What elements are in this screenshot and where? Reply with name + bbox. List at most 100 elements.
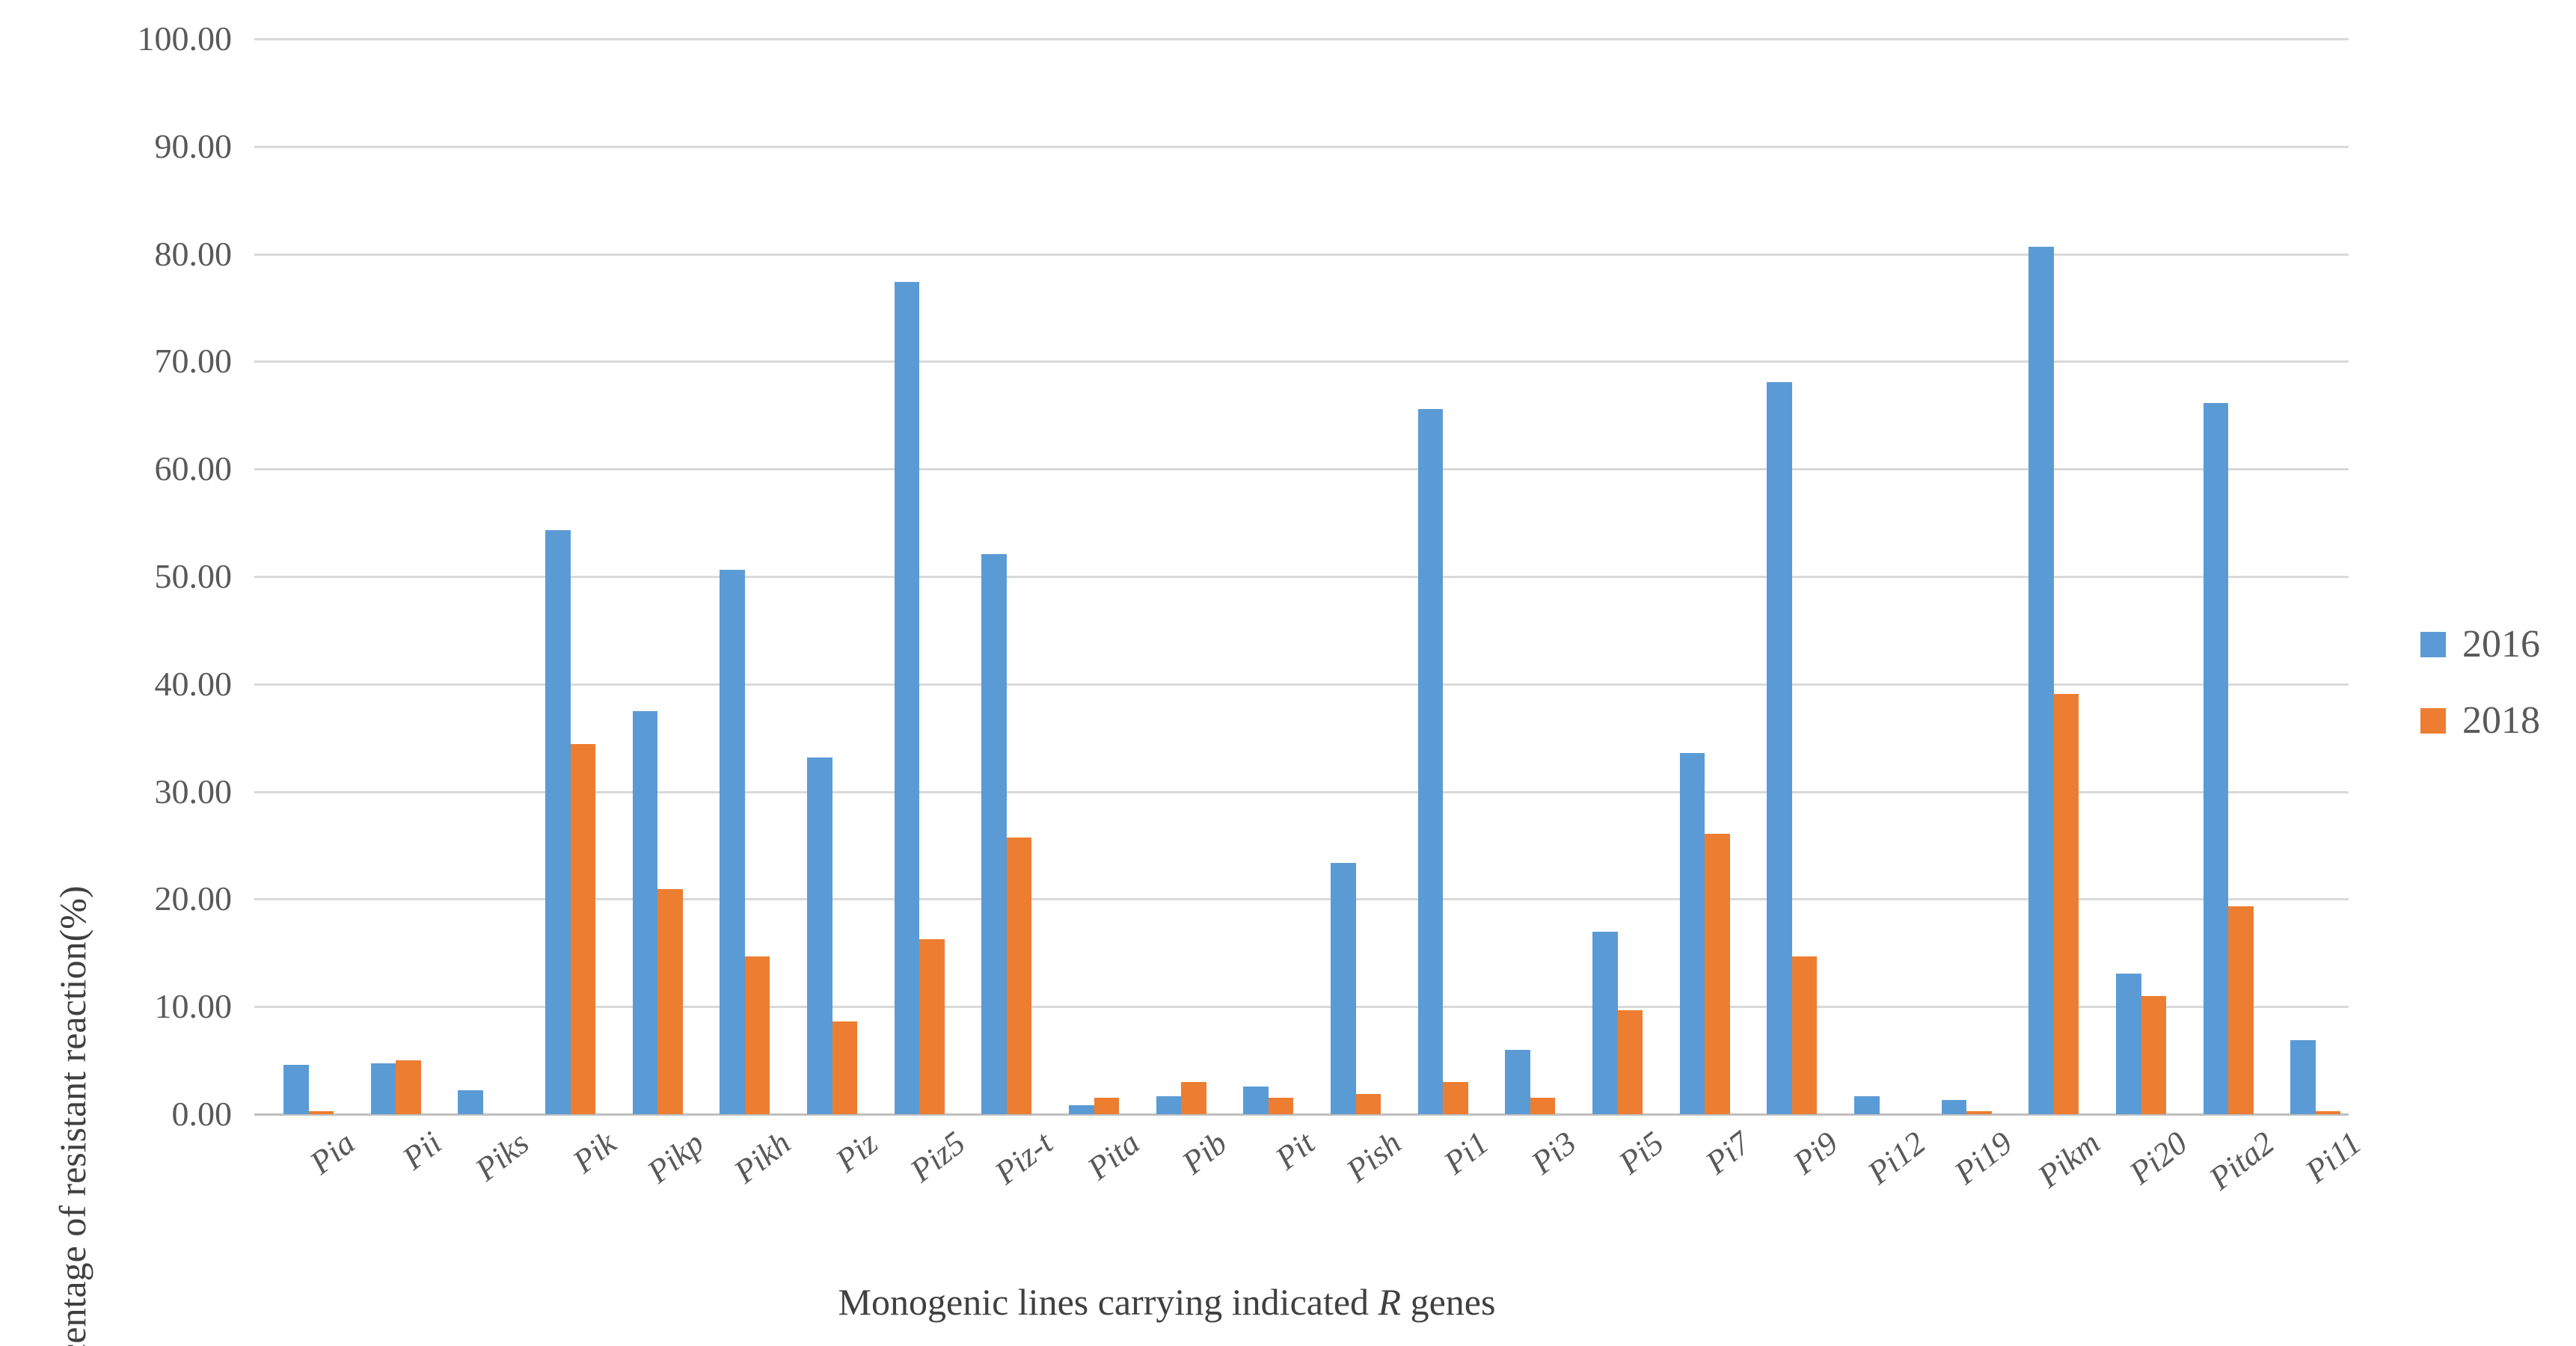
x-axis-title-italic-r: R [1378,1281,1402,1323]
bar-2016-Piz5 [894,281,920,1114]
bar-2016-Pish [1331,862,1356,1114]
bar-2018-Pii [396,1060,421,1114]
x-label-Piz-t: Piz-t [987,1124,1060,1192]
bar-2018-Pia [308,1110,334,1114]
bar-2018-Pik [570,744,595,1114]
bar-2016-Pi11 [2290,1039,2316,1114]
bar-2018-Pita [1094,1098,1119,1114]
bar-2016-Piks [458,1090,483,1114]
x-label-Pi7: Pi7 [1699,1124,1758,1181]
legend-marker-2016-icon [2420,632,2446,657]
y-tick-label-100: 100.00 [137,19,233,58]
x-label-Pita: Pita [1081,1124,1147,1187]
x-label-Pikh: Pikh [727,1124,798,1190]
bar-2016-Pi5 [1592,931,1618,1114]
y-tick-label-70: 70.00 [154,342,233,381]
bar-2016-Pi19 [1941,1100,1967,1114]
x-axis-title-suffix: genes [1401,1281,1496,1323]
bar-2018-Pikm [2053,693,2079,1114]
y-tick-label-30: 30.00 [154,772,233,811]
x-label-Piz: Piz [829,1124,885,1179]
x-label-Pia: Pia [302,1124,361,1181]
bar-2018-Piz-t [1006,838,1032,1114]
x-label-Pi11: Pi11 [2299,1124,2369,1190]
bar-2016-Pi9 [1767,381,1792,1114]
bar-2016-Piz-t [981,553,1007,1114]
bar-2018-Piz [832,1021,857,1114]
bar-2016-Pita2 [2203,403,2229,1114]
bar-2018-Pi1 [1443,1081,1468,1114]
y-tick-label-40: 40.00 [154,664,233,703]
x-label-Piz5: Piz5 [903,1124,972,1190]
bar-2016-Pia [283,1064,309,1114]
bar-2018-Pi20 [2141,995,2166,1114]
bar-2016-Pi1 [1417,408,1444,1114]
x-label-Pi12: Pi12 [1860,1124,1932,1192]
x-label-Pikp: Pikp [640,1124,711,1190]
bar-2016-Pi12 [1854,1095,1880,1114]
x-label-Pikm: Pikm [2030,1124,2107,1195]
x-label-Pii: Pii [396,1124,449,1177]
bar-2016-Pi7 [1679,752,1705,1114]
y-tick-label-10: 10.00 [154,987,233,1026]
y-tick-label-90: 90.00 [154,126,233,165]
bar-2018-Pi19 [1966,1110,1992,1114]
gridline-50 [254,576,2349,578]
x-label-Piks: Piks [468,1124,536,1188]
legend-label-2016: 2016 [2462,623,2540,666]
bar-2016-Pik [545,530,571,1114]
gridline-20 [254,898,2349,901]
gridline-80 [254,253,2349,256]
legend-entry-2018: 2018 [2420,698,2540,743]
x-label-Pi19: Pi19 [1948,1124,2020,1192]
x-label-Pit: Pit [1268,1124,1322,1177]
bar-2016-Pita [1069,1105,1094,1114]
gridline-90 [254,145,2349,148]
y-tick-label-20: 20.00 [154,879,233,918]
bar-2018-Pi7 [1705,833,1730,1114]
bar-2018-Pi3 [1530,1098,1556,1114]
legend-marker-2018-icon [2420,708,2446,734]
x-label-Pita2: Pita2 [2202,1124,2281,1197]
bar-2018-Pi11 [2315,1110,2341,1114]
gridline-10 [254,1006,2349,1009]
x-label-Pi5: Pi5 [1611,1124,1670,1181]
bar-2016-Pi20 [2116,973,2141,1114]
y-tick-label-50: 50.00 [154,557,233,595]
bar-2018-Pikp [657,889,683,1114]
x-axis-title-text: Monogenic lines carrying indicated [838,1281,1379,1323]
gridline-100 [254,38,2349,40]
bar-2016-Pikh [720,570,745,1114]
gridline-30 [254,790,2349,793]
x-axis-title: Monogenic lines carrying indicated R gen… [269,1280,2064,1324]
bar-2016-Pib [1156,1095,1182,1114]
bar-2018-Pita2 [2228,906,2254,1114]
x-label-Pi9: Pi9 [1785,1124,1845,1181]
bar-2018-Pit [1268,1098,1294,1114]
x-label-Pib: Pib [1175,1124,1234,1181]
gridline-60 [254,468,2349,471]
y-tick-label-60: 60.00 [154,449,233,488]
bar-2018-Pi5 [1617,1010,1643,1114]
bar-2018-Piz5 [919,938,945,1114]
legend-label-2018: 2018 [2462,699,2540,742]
x-label-Pi20: Pi20 [2122,1124,2194,1192]
gridline-70 [254,360,2349,363]
x-label-Pi3: Pi3 [1524,1124,1583,1181]
y-axis-title: Percentage of resistant reaction(%) [52,885,93,1346]
y-tick-label-0: 0.00 [171,1095,233,1133]
bar-2016-Piz [807,757,832,1114]
legend: 2016 2018 [2420,622,2540,775]
gridline-40 [254,683,2349,686]
bar-2016-Pikp [632,710,658,1114]
y-tick-label-80: 80.00 [154,234,233,273]
x-label-Pi1: Pi1 [1437,1124,1496,1181]
x-label-Pik: Pik [565,1124,623,1181]
legend-entry-2016: 2016 [2420,622,2540,667]
bar-2016-Pi3 [1505,1049,1530,1114]
bar-2016-Pii [370,1063,396,1114]
bar-2016-Pikm [2028,246,2054,1114]
gridline-0 [254,1113,2349,1116]
bar-2016-Pit [1243,1086,1269,1114]
